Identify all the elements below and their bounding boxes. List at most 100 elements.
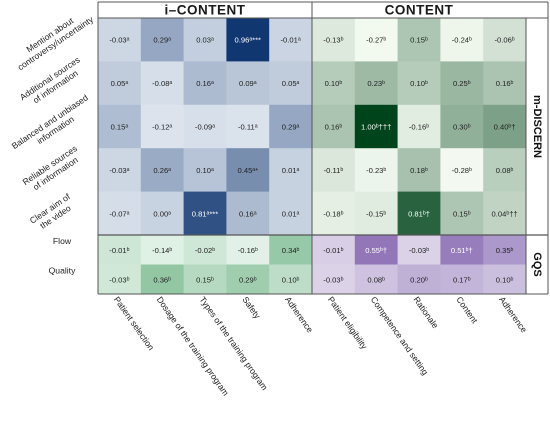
section-title-0: m-DISCERN bbox=[531, 95, 543, 158]
cell-value-label: 0.04ᵇ†† bbox=[492, 209, 518, 218]
heatmap-cell bbox=[397, 148, 441, 192]
cell-value-label: -0.07ᵃ bbox=[109, 209, 129, 218]
cell-value-label: 0.09ᵃ bbox=[239, 79, 257, 88]
heatmap-cell bbox=[483, 104, 527, 149]
heatmap-cell bbox=[440, 191, 484, 236]
heatmap-cell bbox=[269, 18, 313, 62]
heatmap-cell bbox=[397, 191, 441, 236]
heatmap-cell bbox=[226, 104, 270, 149]
heatmap-cell bbox=[140, 104, 184, 149]
heatmap-cell bbox=[397, 104, 441, 149]
heatmap-cell bbox=[483, 191, 527, 236]
heatmap-cell bbox=[98, 264, 142, 295]
heatmap-cell bbox=[440, 148, 484, 192]
heatmap-cell bbox=[226, 61, 270, 106]
heatmap-cell bbox=[269, 191, 313, 236]
cell-value-label: -0.23ᵇ bbox=[366, 166, 386, 175]
cell-value-label: -0.06ᵇ bbox=[495, 36, 515, 45]
heatmap-cell bbox=[354, 191, 398, 236]
heatmap-cell bbox=[440, 18, 484, 62]
cell-value-label: -0.14ᵇ bbox=[152, 246, 172, 255]
heatmap-cell bbox=[226, 191, 270, 236]
heatmap-cell bbox=[140, 264, 184, 295]
cell-value-label: 0.20ᵇ bbox=[410, 275, 428, 284]
heatmap-cell bbox=[98, 235, 142, 265]
heatmap-cell bbox=[440, 61, 484, 106]
cell-value-label: 0.08ᵇ bbox=[496, 166, 514, 175]
cell-value-label: -0.16ᵇ bbox=[409, 123, 429, 132]
heatmap-cell bbox=[483, 235, 527, 265]
heatmap-cell bbox=[397, 235, 441, 265]
cell-value-label: 0.51ᵇ† bbox=[451, 246, 473, 255]
column-label: Dosage of the training program bbox=[155, 295, 231, 398]
cell-value-label: 0.25ᵇ bbox=[453, 79, 471, 88]
cell-value-label: -0.09ᵃ bbox=[195, 123, 215, 132]
cell-value-label: -0.13ᵇ bbox=[323, 36, 343, 45]
cell-value-label: 0.15ᵇ bbox=[196, 275, 214, 284]
group-title-0: i–CONTENT bbox=[164, 3, 245, 18]
heatmap-cell bbox=[354, 235, 398, 265]
cell-value-label: 0.16ᵃ bbox=[239, 209, 257, 218]
cell-value-label: -0.01ᵇ bbox=[323, 246, 343, 255]
heatmap-cell bbox=[312, 235, 356, 265]
heatmap-cell bbox=[440, 104, 484, 149]
cell-value-label: 0.16ᵃ bbox=[196, 79, 214, 88]
heatmap-cell bbox=[98, 148, 142, 192]
heatmap-cell bbox=[483, 264, 527, 295]
heatmap-cell bbox=[397, 18, 441, 62]
column-label: Patient eligibility bbox=[326, 295, 370, 352]
cell-value-label: 0.96ᵃ*** bbox=[235, 36, 262, 45]
row-label: Flow bbox=[53, 236, 72, 246]
cell-value-label: -0.03ᵇ bbox=[409, 246, 429, 255]
cell-value-label: 0.29ᵃ bbox=[282, 123, 300, 132]
heatmap-cell bbox=[354, 264, 398, 295]
cell-value-label: 0.36ᵇ bbox=[153, 275, 171, 284]
cell-value-label: 0.03ᵃ bbox=[196, 36, 214, 45]
group-title-1: CONTENT bbox=[385, 3, 454, 18]
cell-value-label: 0.10ᵇ bbox=[410, 79, 428, 88]
cell-value-label: -0.03ᵇ bbox=[323, 275, 343, 284]
section-title-1: GQS bbox=[531, 252, 543, 276]
heatmap-cell bbox=[397, 264, 441, 295]
cell-value-label: 1.00ᵇ††† bbox=[361, 123, 391, 132]
cell-value-label: 0.15ᵃ bbox=[111, 123, 129, 132]
heatmap-cell bbox=[269, 148, 313, 192]
heatmap-cell bbox=[183, 191, 227, 236]
cell-value-label: 0.05ᵃ bbox=[282, 79, 300, 88]
column-label: Adherence bbox=[497, 295, 529, 335]
cell-value-label: 0.30ᵇ bbox=[453, 123, 471, 132]
cell-value-label: 0.15ᵇ bbox=[453, 209, 471, 218]
cell-value-label: -0.03ᵃ bbox=[109, 36, 129, 45]
cell-value-label: 0.23ᵇ bbox=[367, 79, 385, 88]
heatmap-cell bbox=[269, 264, 313, 295]
heatmap-cell bbox=[483, 61, 527, 106]
cell-value-label: 0.16ᵇ bbox=[496, 79, 514, 88]
heatmap-cell bbox=[483, 148, 527, 192]
cell-value-label: -0.12ᵃ bbox=[152, 123, 172, 132]
cell-value-label: -0.03ᵇ bbox=[109, 275, 129, 284]
cell-value-label: -0.01ᵇ bbox=[109, 246, 129, 255]
heatmap-cell bbox=[226, 18, 270, 62]
cell-value-label: 0.29ᵃ bbox=[153, 36, 171, 45]
cell-value-label: 0.10ᵇ bbox=[325, 79, 343, 88]
cell-value-label: 0.01ᵃ bbox=[282, 209, 300, 218]
heatmap-cell bbox=[312, 61, 356, 106]
cell-value-label: 0.81ᵇ† bbox=[408, 209, 430, 218]
cell-value-label: 0.16ᵇ bbox=[325, 123, 343, 132]
heatmap-cell bbox=[354, 104, 398, 149]
heatmap-cell bbox=[312, 148, 356, 192]
column-label: Content bbox=[454, 295, 480, 326]
row-label: Quality bbox=[49, 266, 76, 276]
cell-value-label: -0.11ᵃ bbox=[238, 123, 258, 132]
column-label: Patient selection bbox=[112, 295, 156, 353]
column-label: Adherence bbox=[283, 295, 315, 335]
heatmap-cell bbox=[269, 235, 313, 265]
cell-value-label: 0.40ᵇ† bbox=[494, 123, 516, 132]
cell-value-label: 0.35ᵇ bbox=[496, 246, 514, 255]
cell-value-label: -0.28ᵇ bbox=[452, 166, 472, 175]
cell-value-label: -0.24ᵇ bbox=[452, 36, 472, 45]
heatmap-cell bbox=[140, 61, 184, 106]
cell-value-label: -0.27ᵇ bbox=[366, 36, 386, 45]
heatmap-cell bbox=[312, 18, 356, 62]
